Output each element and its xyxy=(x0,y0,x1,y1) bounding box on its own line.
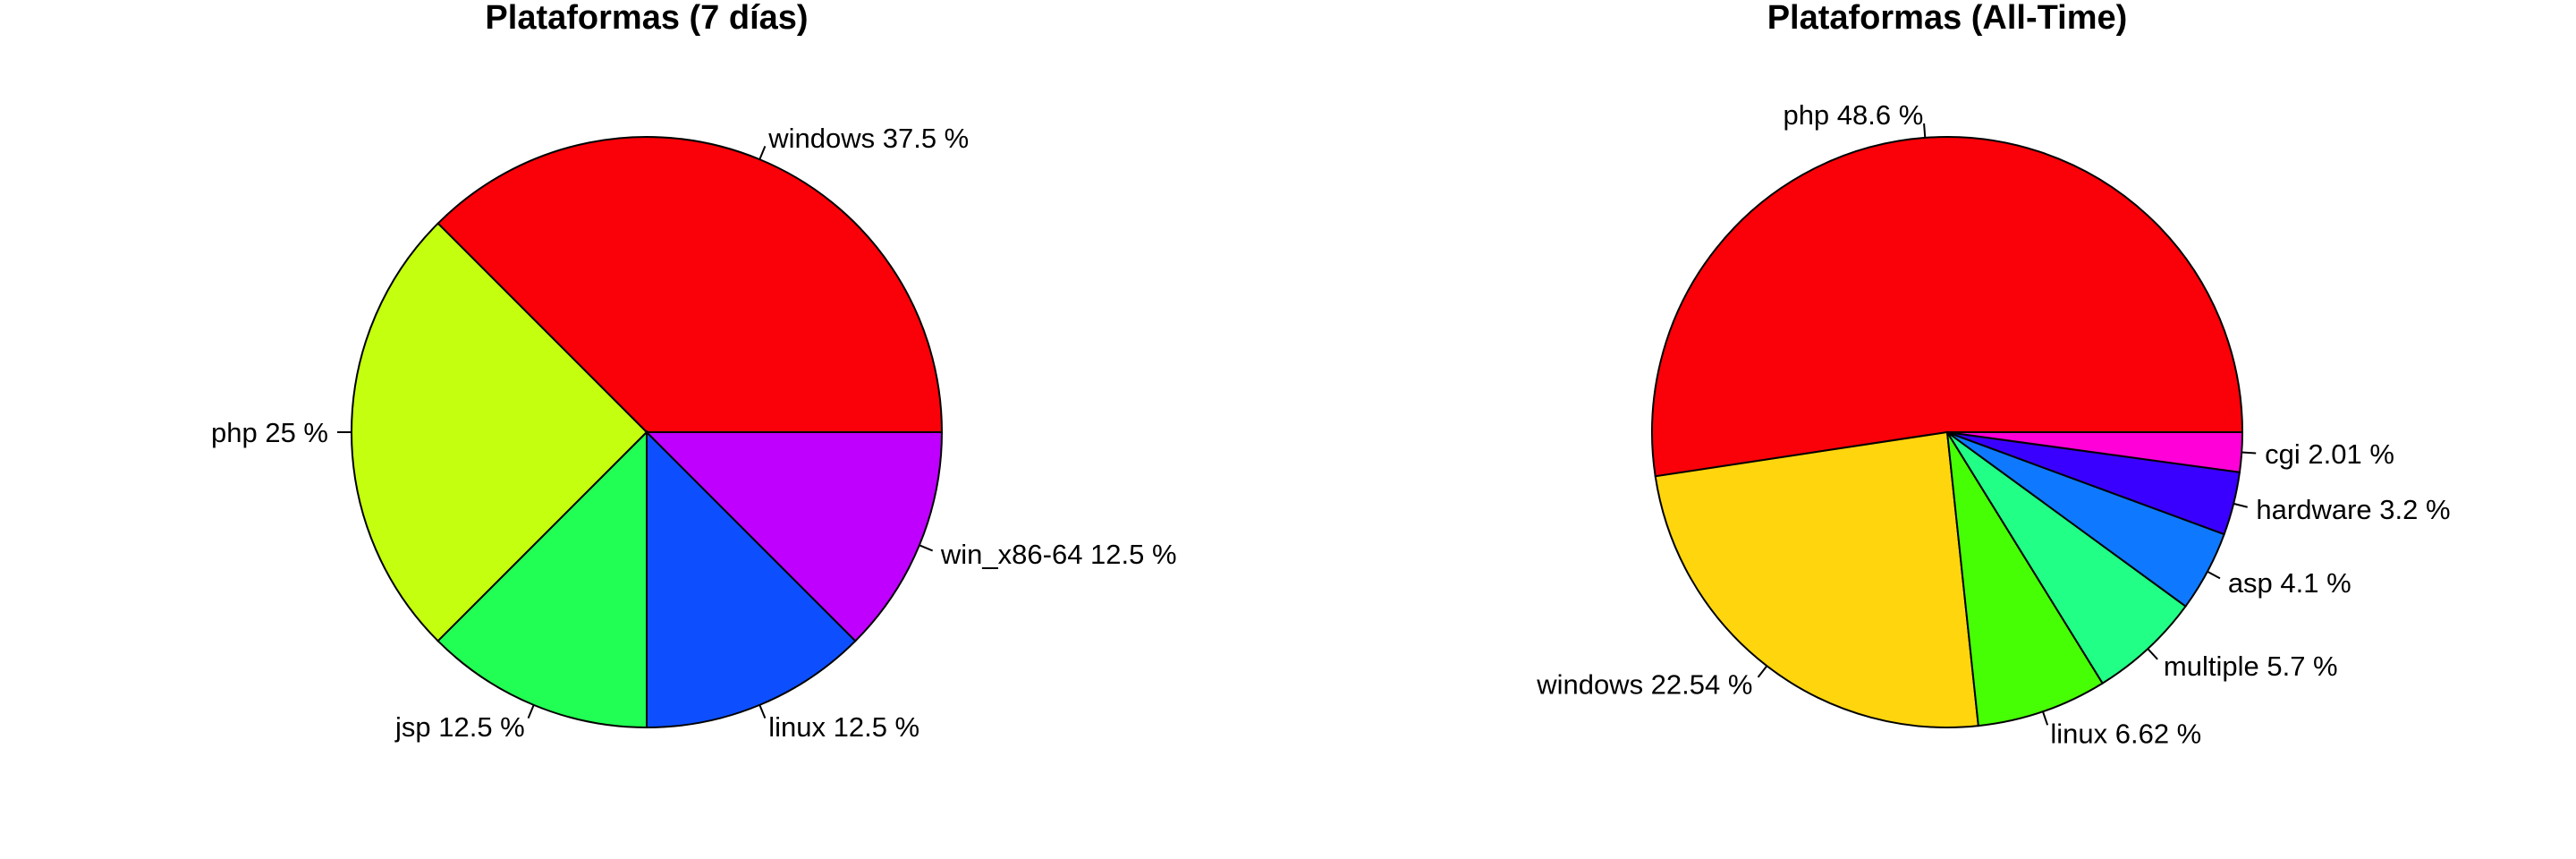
pie-label-tick xyxy=(2041,710,2049,726)
pie-slice xyxy=(646,430,857,729)
pie-slice-label: windows 37.5 % xyxy=(767,123,969,154)
pie-slice xyxy=(1654,430,1979,728)
pie-slice-label: multiple 5.7 % xyxy=(2164,651,2338,682)
pie-labels-all-time: php 48.6 % windows 22.54 % linux 6.62 % mul… xyxy=(1536,99,2450,750)
pie-label-tick xyxy=(919,544,934,552)
pie-slice-label: jsp 12.5 % xyxy=(394,711,525,743)
pie-label-tick xyxy=(2207,570,2221,580)
pie-slice-label: php 25 % xyxy=(211,417,328,448)
pie-label-tick xyxy=(1923,123,1927,139)
pie-slice-label: asp 4.1 % xyxy=(2228,567,2351,599)
pie-label-tick xyxy=(2241,451,2257,455)
pie-slice-label: hardware 3.2 % xyxy=(2256,494,2450,525)
pie-slice xyxy=(644,431,944,642)
pie-slice xyxy=(436,430,648,729)
pie-slice xyxy=(436,136,944,433)
pie-chart-7-days: Plataformas (7 días) windows 37.5 % php 2… xyxy=(211,0,1177,743)
pie-slice xyxy=(1651,136,2244,478)
pie-slice-label: linux 12.5 % xyxy=(768,711,919,743)
pie-slice-label: windows 22.54 % xyxy=(1536,669,1752,701)
pie-slice-label: win_x86-64 12.5 % xyxy=(940,539,1177,570)
pie-slice xyxy=(351,222,648,642)
pie-label-tick xyxy=(758,704,767,719)
pie-slice-label: php 48.6 % xyxy=(1783,99,1923,131)
chart-title-all-time: Plataformas (All-Time) xyxy=(1767,0,2128,37)
pie-slice xyxy=(1946,431,2187,685)
pie-slice-label: linux 6.62 % xyxy=(2050,719,2201,750)
pie-label-tick xyxy=(758,145,767,160)
pie-labels-7-days: windows 37.5 % php 25 % jsp 12.5 % linux 12… xyxy=(211,123,1177,743)
pie-slice xyxy=(1946,431,2105,727)
pie-chart-all-time: Plataformas (All-Time) php 48.6 % windows… xyxy=(1536,0,2450,750)
chart-title-7-days: Plataformas (7 días) xyxy=(485,0,808,37)
pie-slices-7-days xyxy=(351,136,944,729)
pie-label-tick xyxy=(1757,665,1768,678)
pie-label-tick xyxy=(527,704,535,719)
pie-slices-all-time xyxy=(1651,136,2244,728)
pie-label-tick xyxy=(2233,502,2248,508)
pie-slice-label: cgi 2.01 % xyxy=(2265,438,2394,470)
pie-label-tick xyxy=(2147,648,2158,660)
